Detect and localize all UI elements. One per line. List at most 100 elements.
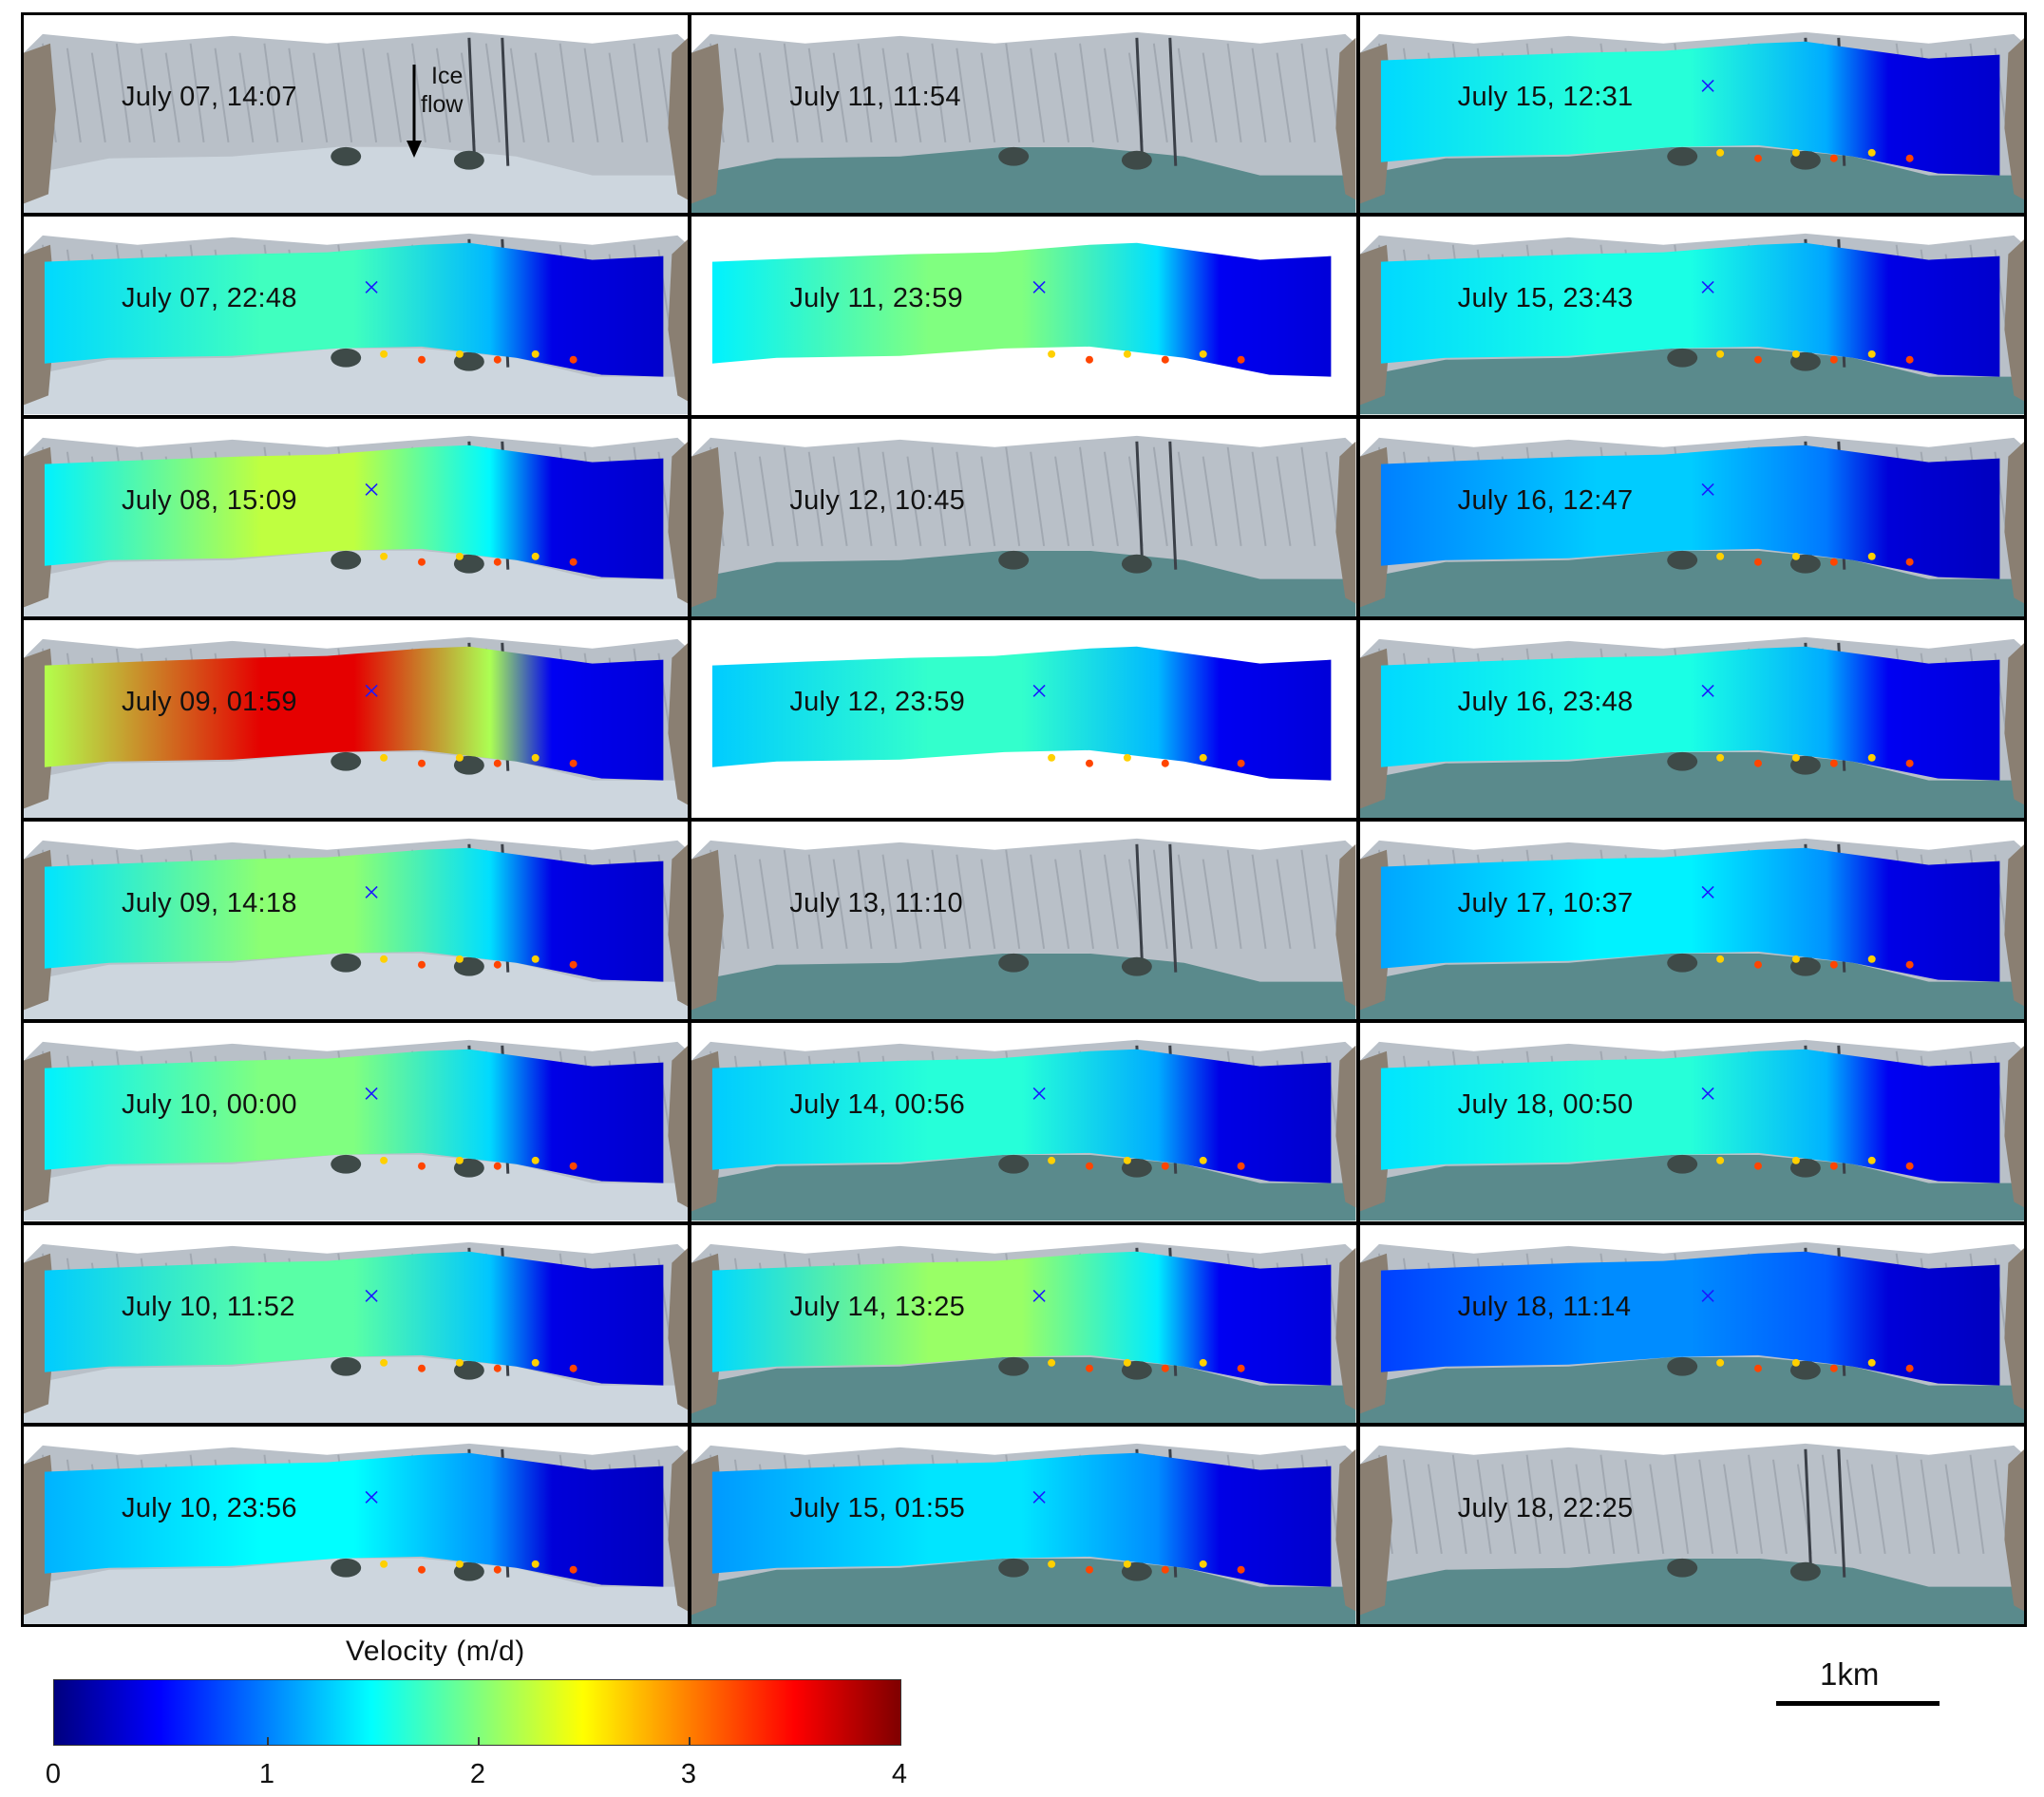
panel-timestamp-label: July 10, 11:52: [122, 1291, 295, 1322]
orthophoto: [691, 418, 1356, 616]
panel-timestamp-label: July 12, 10:45: [789, 484, 966, 516]
orthophoto: [24, 822, 689, 1020]
velocity-field: [712, 243, 1332, 377]
velocity-panel: July 13, 11:10: [691, 822, 1356, 1020]
panel-timestamp-label: July 14, 13:25: [789, 1291, 966, 1322]
velocity-panel: July 11, 11:54: [691, 15, 1356, 214]
velocity-field: [44, 1452, 664, 1587]
velocity-panel: July 14, 13:25: [691, 1224, 1356, 1423]
velocity-panel: July 15, 01:55: [691, 1426, 1356, 1624]
velocity-field: [44, 445, 664, 579]
velocity-panel: July 12, 23:59: [691, 619, 1356, 818]
orthophoto: [1359, 1224, 2024, 1423]
velocity-panel: July 10, 00:00: [24, 1023, 689, 1221]
velocity-field: [44, 646, 664, 781]
velocity-field: [44, 847, 664, 982]
orthophoto: [24, 619, 689, 818]
velocity-panel: July 10, 23:56: [24, 1426, 689, 1624]
scale-bar-label: 1km: [1820, 1656, 1880, 1692]
velocity-field: [1380, 243, 2000, 377]
orthophoto: [24, 1023, 689, 1221]
panel-timestamp-label: July 10, 00:00: [122, 1089, 297, 1121]
orthophoto: [24, 1224, 689, 1423]
panel-timestamp-label: July 15, 12:31: [1457, 82, 1634, 112]
velocity-panel: July 18, 22:25: [1359, 1426, 2024, 1624]
ice-flow-label-line2: flow: [421, 91, 464, 118]
velocity-field: [712, 646, 1332, 781]
panel-timestamp-label: July 17, 10:37: [1457, 888, 1634, 918]
colorbar-tick-mark: [267, 1737, 269, 1745]
velocity-panel: July 15, 12:31: [1359, 15, 2024, 214]
velocity-panel: July 12, 10:45: [691, 418, 1356, 616]
velocity-field: [44, 1251, 664, 1386]
velocity-field: [1380, 41, 2000, 176]
orthophoto: [1359, 1023, 2024, 1221]
velocity-panel: July 07, 22:48: [24, 217, 689, 415]
panel-timestamp-label: July 11, 23:59: [789, 283, 963, 314]
velocity-field: [44, 243, 664, 377]
panel-timestamp-label: July 15, 23:43: [1457, 283, 1634, 314]
panel-timestamp-label: July 14, 00:56: [789, 1089, 966, 1121]
colorbar-tick-mark: [478, 1737, 480, 1745]
panel-timestamp-label: July 18, 00:50: [1457, 1089, 1634, 1121]
orthophoto: [712, 243, 1332, 377]
velocity-panel: July 17, 10:37: [1359, 822, 2024, 1020]
orthophoto: [691, 1023, 1356, 1221]
velocity-panel: July 14, 00:56: [691, 1023, 1356, 1221]
colorbar-title: Velocity (m/d): [346, 1636, 525, 1667]
colorbar-tick-2: 2: [469, 1759, 486, 1789]
orthophoto: [1359, 1426, 2024, 1624]
orthophoto: [24, 15, 689, 214]
velocity-colorbar: [53, 1679, 901, 1746]
ice-flow-annotation: Ice flow: [404, 63, 508, 167]
orthophoto: [691, 15, 1356, 214]
velocity-field: [712, 1251, 1332, 1386]
velocity-field: [712, 1452, 1332, 1587]
velocity-panel: July 09, 01:59: [24, 619, 689, 818]
panel-timestamp-label: July 12, 23:59: [789, 686, 966, 717]
velocity-field: [712, 1050, 1332, 1183]
orthophoto: [24, 217, 689, 415]
panel-timestamp-label: July 07, 22:48: [122, 283, 297, 314]
panel-timestamp-label: July 18, 22:25: [1457, 1492, 1634, 1523]
ice-flow-label-line1: Ice: [431, 63, 464, 89]
orthophoto: [1359, 418, 2024, 616]
colorbar-tick-4: 4: [891, 1759, 908, 1789]
velocity-panel: July 18, 11:14: [1359, 1224, 2024, 1423]
orthophoto: [712, 646, 1332, 781]
velocity-field: [1380, 646, 2000, 781]
panel-timestamp-label: July 10, 23:56: [122, 1492, 297, 1523]
orthophoto: [691, 1426, 1356, 1624]
panel-timestamp-label: July 09, 14:18: [122, 888, 297, 918]
orthophoto: [24, 1426, 689, 1624]
colorbar-tick-3: 3: [680, 1759, 697, 1789]
panel-timestamp-label: July 07, 14:07: [122, 82, 297, 112]
colorbar-tick-0: 0: [45, 1759, 62, 1789]
panel-timestamp-label: July 08, 15:09: [122, 484, 297, 516]
velocity-field: [1380, 1251, 2000, 1386]
velocity-field: [1380, 847, 2000, 982]
velocity-panel: July 10, 11:52: [24, 1224, 689, 1423]
velocity-panel: July 16, 23:48: [1359, 619, 2024, 818]
panel-timestamp-label: July 11, 11:54: [789, 82, 961, 112]
orthophoto: [24, 418, 689, 616]
down-arrow-icon: [407, 65, 422, 158]
velocity-panel: July 11, 23:59: [691, 217, 1356, 415]
velocity-panel: July 16, 12:47: [1359, 418, 2024, 616]
orthophoto: [1359, 217, 2024, 415]
velocity-panel: July 07, 14:07 Ice flow: [24, 15, 689, 214]
orthophoto: [1359, 15, 2024, 214]
panel-timestamp-label: July 16, 12:47: [1457, 484, 1634, 516]
velocity-panel: July 18, 00:50: [1359, 1023, 2024, 1221]
panel-timestamp-label: July 13, 11:10: [789, 888, 963, 918]
orthophoto: [1359, 619, 2024, 818]
velocity-panel: July 08, 15:09: [24, 418, 689, 616]
velocity-panel: July 09, 14:18: [24, 822, 689, 1020]
velocity-field: [1380, 445, 2000, 579]
scale-bar: [1776, 1701, 1940, 1706]
panel-grid: July 07, 14:07 Ice flow July 07, 22:48 July …: [21, 12, 2027, 1627]
colorbar-tick-1: 1: [258, 1759, 275, 1789]
velocity-panel: July 15, 23:43: [1359, 217, 2024, 415]
orthophoto: [1359, 822, 2024, 1020]
panel-timestamp-label: July 09, 01:59: [122, 686, 297, 717]
